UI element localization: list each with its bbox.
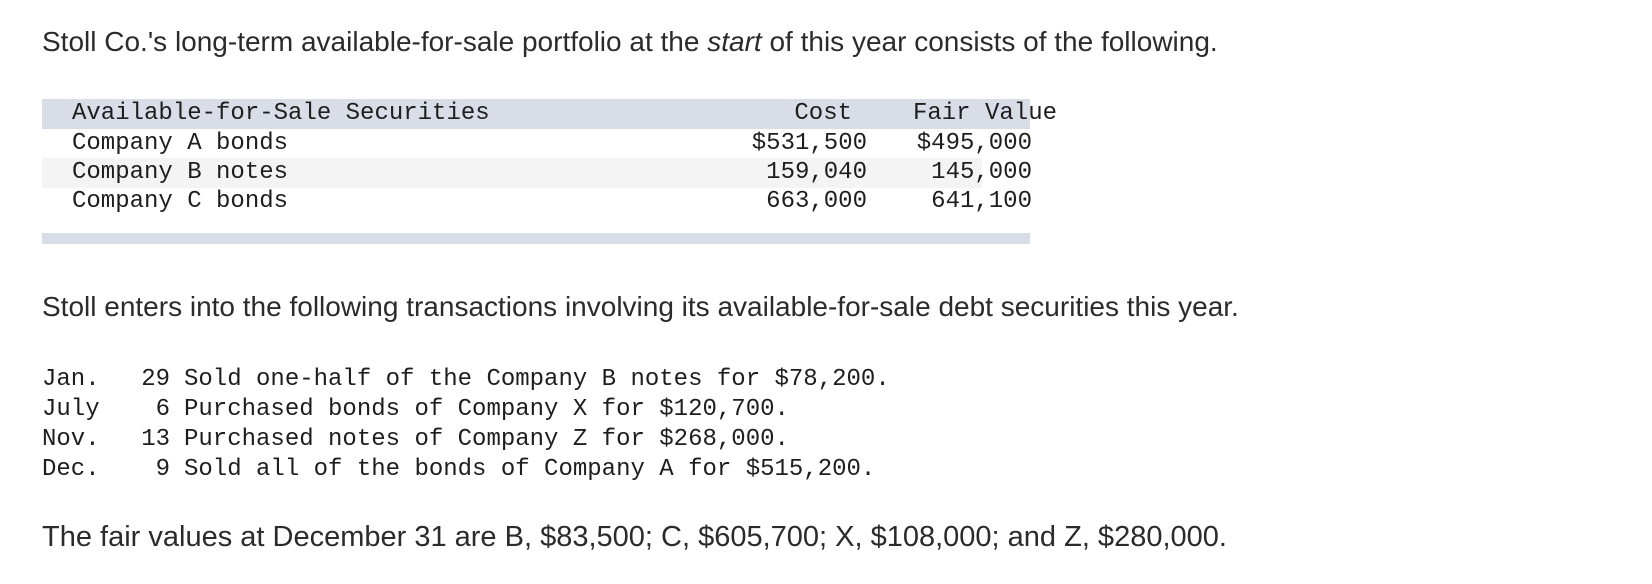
security-cost: 663,000 bbox=[766, 188, 867, 215]
header-cost: Cost bbox=[794, 100, 852, 127]
security-cost: 159,040 bbox=[766, 159, 867, 186]
table-footer-bar bbox=[42, 233, 1030, 244]
transaction-row: Nov. 13 Purchased notes of Company Z for $… bbox=[42, 425, 890, 455]
transaction-month: July bbox=[42, 396, 100, 423]
security-name: Company C bonds bbox=[72, 188, 289, 215]
table-row: Company A bonds $531,500 $495,000 bbox=[42, 129, 1032, 159]
transaction-text: Sold one-half of the Company B notes for… bbox=[184, 366, 890, 393]
portfolio-header-row: Available-for-Sale Securities Cost Fair … bbox=[42, 99, 1057, 129]
transaction-month: Jan. bbox=[42, 366, 100, 393]
transaction-month: Dec. bbox=[42, 456, 100, 483]
transaction-day: 6 bbox=[155, 396, 170, 423]
intro-emphasis: start bbox=[707, 26, 762, 57]
transaction-day: 9 bbox=[155, 456, 170, 483]
security-fair-value: $495,000 bbox=[916, 130, 1032, 157]
intro-text-after: of this year consists of the following. bbox=[761, 26, 1218, 57]
transaction-text: Sold all of the bonds of Company A for $… bbox=[184, 456, 876, 483]
header-fair-value: Fair Value bbox=[912, 100, 1057, 127]
intro-paragraph: Stoll Co.'s long-term available-for-sale… bbox=[42, 24, 1218, 60]
security-fair-value: 145,000 bbox=[931, 159, 1032, 186]
transaction-row: Dec. 9 Sold all of the bonds of Company A … bbox=[42, 455, 890, 485]
portfolio-table: Available-for-Sale Securities Cost Fair … bbox=[42, 99, 1057, 245]
security-cost: $531,500 bbox=[751, 130, 867, 157]
transactions-intro: Stoll enters into the following transact… bbox=[42, 291, 1239, 322]
transaction-month: Nov. bbox=[42, 426, 100, 453]
security-name: Company B notes bbox=[72, 159, 289, 186]
transaction-list: Jan. 29 Sold one-half of the Company B not… bbox=[42, 365, 890, 485]
transaction-day: 13 bbox=[141, 426, 170, 453]
intro-text-before: Stoll Co.'s long-term available-for-sale… bbox=[42, 26, 708, 57]
table-row: Company B notes 159,040 145,000 bbox=[42, 158, 1032, 188]
security-fair-value: 641,100 bbox=[931, 188, 1032, 215]
fair-values-note: The fair values at December 31 are B, $8… bbox=[42, 521, 1227, 553]
table-row: Company C bonds 663,000 641,100 bbox=[42, 187, 1032, 217]
transaction-text: Purchased bonds of Company X for $120,70… bbox=[184, 396, 789, 423]
security-name: Company A bonds bbox=[72, 130, 289, 157]
transaction-day: 29 bbox=[141, 366, 170, 393]
header-securities: Available-for-Sale Securities bbox=[72, 100, 490, 127]
transaction-row: July 6 Purchased bonds of Company X for $1… bbox=[42, 395, 890, 425]
transaction-row: Jan. 29 Sold one-half of the Company B not… bbox=[42, 365, 890, 395]
transaction-text: Purchased notes of Company Z for $268,00… bbox=[184, 426, 789, 453]
